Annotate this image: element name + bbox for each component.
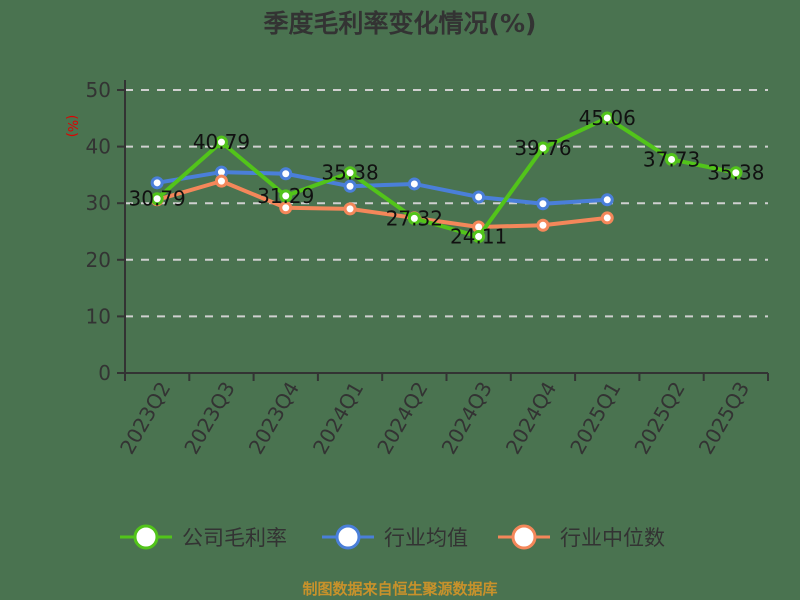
chart-title: 季度毛利率变化情况(%) <box>264 9 537 38</box>
x-axis: 2023Q2 2023Q3 2023Q4 2024Q1 2024Q2 2024Q3 2024… <box>115 372 769 459</box>
x-tick-label: 2024Q3 <box>437 378 497 459</box>
y-tick-label: 40 <box>86 135 111 159</box>
data-labels: 30.79 40.79 31.29 35.38 27.32 24.11 39.76 45.06… <box>129 106 765 249</box>
series-line <box>156 170 608 206</box>
data-point-marker[interactable] <box>150 176 164 190</box>
y-tick-label: 0 <box>98 361 111 385</box>
data-point-marker[interactable] <box>343 202 357 216</box>
data-point-marker[interactable] <box>536 197 550 211</box>
x-tick-label: 2024Q2 <box>372 378 432 459</box>
y-axis-unit-label: (%) <box>64 115 79 138</box>
series-line <box>156 179 608 229</box>
legend-label: 行业中位数 <box>560 526 665 550</box>
legend-marker-icon <box>335 524 361 550</box>
data-point-marker[interactable] <box>343 166 357 180</box>
data-label: 24.11 <box>450 225 507 249</box>
y-tick-label: 20 <box>86 248 111 272</box>
legend-item[interactable]: 行业均值 <box>322 524 468 550</box>
data-point-marker[interactable] <box>214 174 228 188</box>
data-point-marker[interactable] <box>279 201 293 215</box>
data-point-marker[interactable] <box>343 179 357 193</box>
legend-label: 行业均值 <box>384 526 468 550</box>
legend-item[interactable]: 行业中位数 <box>498 524 665 550</box>
legend-marker-icon <box>133 524 159 550</box>
data-point-marker[interactable] <box>665 152 679 166</box>
legend: 公司毛利率 行业均值 行业中位数 <box>120 524 665 550</box>
x-tick-label: 2025Q2 <box>629 378 689 459</box>
x-tick-label: 2025Q1 <box>565 378 625 459</box>
data-point-marker[interactable] <box>150 192 164 206</box>
grid-lines <box>125 89 768 318</box>
data-label: 39.76 <box>514 136 571 160</box>
data-point-marker[interactable] <box>279 189 293 203</box>
y-tick-label: 30 <box>86 191 111 215</box>
data-label: 37.73 <box>643 147 700 171</box>
legend-item[interactable]: 公司毛利率 <box>120 524 287 550</box>
data-point-marker[interactable] <box>536 141 550 155</box>
y-tick-label: 10 <box>86 304 111 328</box>
legend-label: 公司毛利率 <box>182 526 287 550</box>
data-point-marker[interactable] <box>600 111 614 125</box>
data-label: 31.29 <box>257 184 314 208</box>
y-tick-label: 50 <box>86 78 111 102</box>
source-footer: 制图数据来自恒生聚源数据库 <box>302 580 497 598</box>
data-label: 27.32 <box>386 206 443 230</box>
series-lines <box>150 111 743 244</box>
series-line <box>155 115 737 239</box>
data-point-marker[interactable] <box>536 218 550 232</box>
data-label: 30.79 <box>129 187 186 211</box>
x-tick-label: 2023Q3 <box>179 378 239 459</box>
data-point-marker[interactable] <box>472 230 486 244</box>
data-point-marker[interactable] <box>472 190 486 204</box>
data-point-marker[interactable] <box>214 135 228 149</box>
data-label: 35.38 <box>707 161 764 185</box>
data-point-marker[interactable] <box>600 211 614 225</box>
x-tick-label: 2023Q4 <box>244 378 304 459</box>
y-axis: 0 10 20 30 40 50 <box>86 78 126 385</box>
legend-marker-icon <box>511 524 537 550</box>
data-point-marker[interactable] <box>729 166 743 180</box>
data-point-marker[interactable] <box>407 211 421 225</box>
x-tick-label: 2023Q2 <box>115 378 175 459</box>
x-tick-label: 2025Q3 <box>694 378 754 459</box>
data-label: 35.38 <box>321 161 378 185</box>
x-tick-label: 2024Q4 <box>501 378 561 459</box>
data-label: 45.06 <box>579 106 636 130</box>
data-label: 40.79 <box>193 130 250 154</box>
data-point-marker[interactable] <box>279 167 293 181</box>
x-tick-label: 2024Q1 <box>308 378 368 459</box>
data-point-marker[interactable] <box>600 193 614 207</box>
data-point-marker[interactable] <box>407 177 421 191</box>
